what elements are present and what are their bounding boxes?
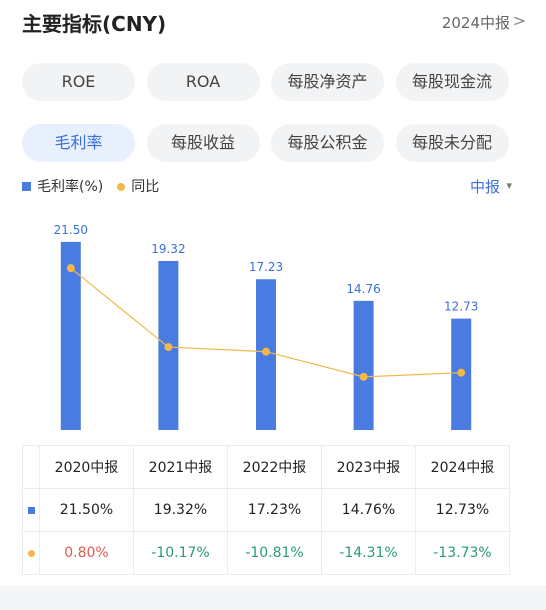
bar-marker	[27, 507, 35, 514]
legend-label: 同比	[131, 179, 160, 195]
data-label: 21.50	[54, 223, 88, 237]
bar	[60, 241, 81, 430]
marker-cell	[22, 445, 40, 489]
data-label: 17.23	[249, 260, 283, 274]
table-row: 21.50% 19.32% 17.23% 14.76% 12.73%	[22, 488, 510, 532]
table-row: 0.80% -10.17% -10.81% -14.31% -13.73%	[22, 531, 510, 575]
data-table: 2020中报 2021中报 2022中报 2023中报 2024中报 21.50% 19.3…	[22, 445, 510, 575]
line-marker	[27, 550, 35, 557]
title: 主要指标(CNY)	[22, 12, 167, 36]
value-cell: -13.73%	[415, 531, 510, 575]
value-cell: -10.81%	[227, 531, 322, 575]
header-cell: 2021中报	[133, 445, 228, 489]
tab[interactable]: 每股现金流	[395, 63, 509, 101]
legend-label: 毛利率(%)	[37, 179, 104, 195]
value-cell: 0.80%	[39, 531, 134, 575]
value-cell: 14.76%	[321, 488, 416, 532]
header-cell: 2022中报	[227, 445, 322, 489]
marker-cell	[22, 531, 40, 575]
header-cell: 2023中报	[321, 445, 416, 489]
value-cell: 21.50%	[39, 488, 134, 532]
tab[interactable]: 每股未分配	[395, 124, 509, 162]
data-label: 19.32	[151, 242, 185, 256]
frequency-arrow[interactable]: ▾	[506, 179, 512, 192]
value-cell: 12.73%	[415, 488, 510, 532]
line-point	[164, 343, 173, 352]
tab[interactable]: ROA	[146, 63, 260, 101]
bar	[353, 300, 374, 430]
tab[interactable]: 每股收益	[146, 124, 260, 162]
line-point	[262, 347, 270, 356]
frequency-selector[interactable]: 中报	[469, 178, 500, 196]
chart: 21.50 19.32 17.23 14.76 12.73	[54, 223, 478, 430]
tab[interactable]: 毛利率	[22, 124, 135, 162]
tab[interactable]: ROE	[22, 63, 135, 101]
data-label: 12.73	[444, 300, 478, 314]
line-point	[457, 368, 466, 377]
tab[interactable]: 每股公积金	[271, 124, 384, 162]
legend: 毛利率(%) 同比	[22, 176, 159, 196]
period-arrow[interactable]: >	[512, 11, 526, 30]
header-cell: 2020中报	[39, 445, 134, 489]
value-cell: 17.23%	[227, 488, 322, 532]
value-cell: -10.17%	[133, 531, 228, 575]
footer	[0, 586, 546, 610]
value-cell: 19.32%	[133, 488, 228, 532]
data-label: 14.76	[346, 282, 380, 296]
marker-cell	[22, 488, 40, 532]
line-point	[66, 264, 75, 273]
period-selector[interactable]: 2024中报	[441, 14, 510, 32]
line-point	[359, 372, 368, 381]
legend-swatch	[22, 182, 31, 191]
value-cell: -14.31%	[321, 531, 416, 575]
table-header: 2020中报 2021中报 2022中报 2023中报 2024中报	[22, 445, 510, 489]
legend-swatch	[117, 183, 126, 191]
tab[interactable]: 每股净资产	[271, 63, 384, 101]
header-cell: 2024中报	[415, 445, 510, 489]
